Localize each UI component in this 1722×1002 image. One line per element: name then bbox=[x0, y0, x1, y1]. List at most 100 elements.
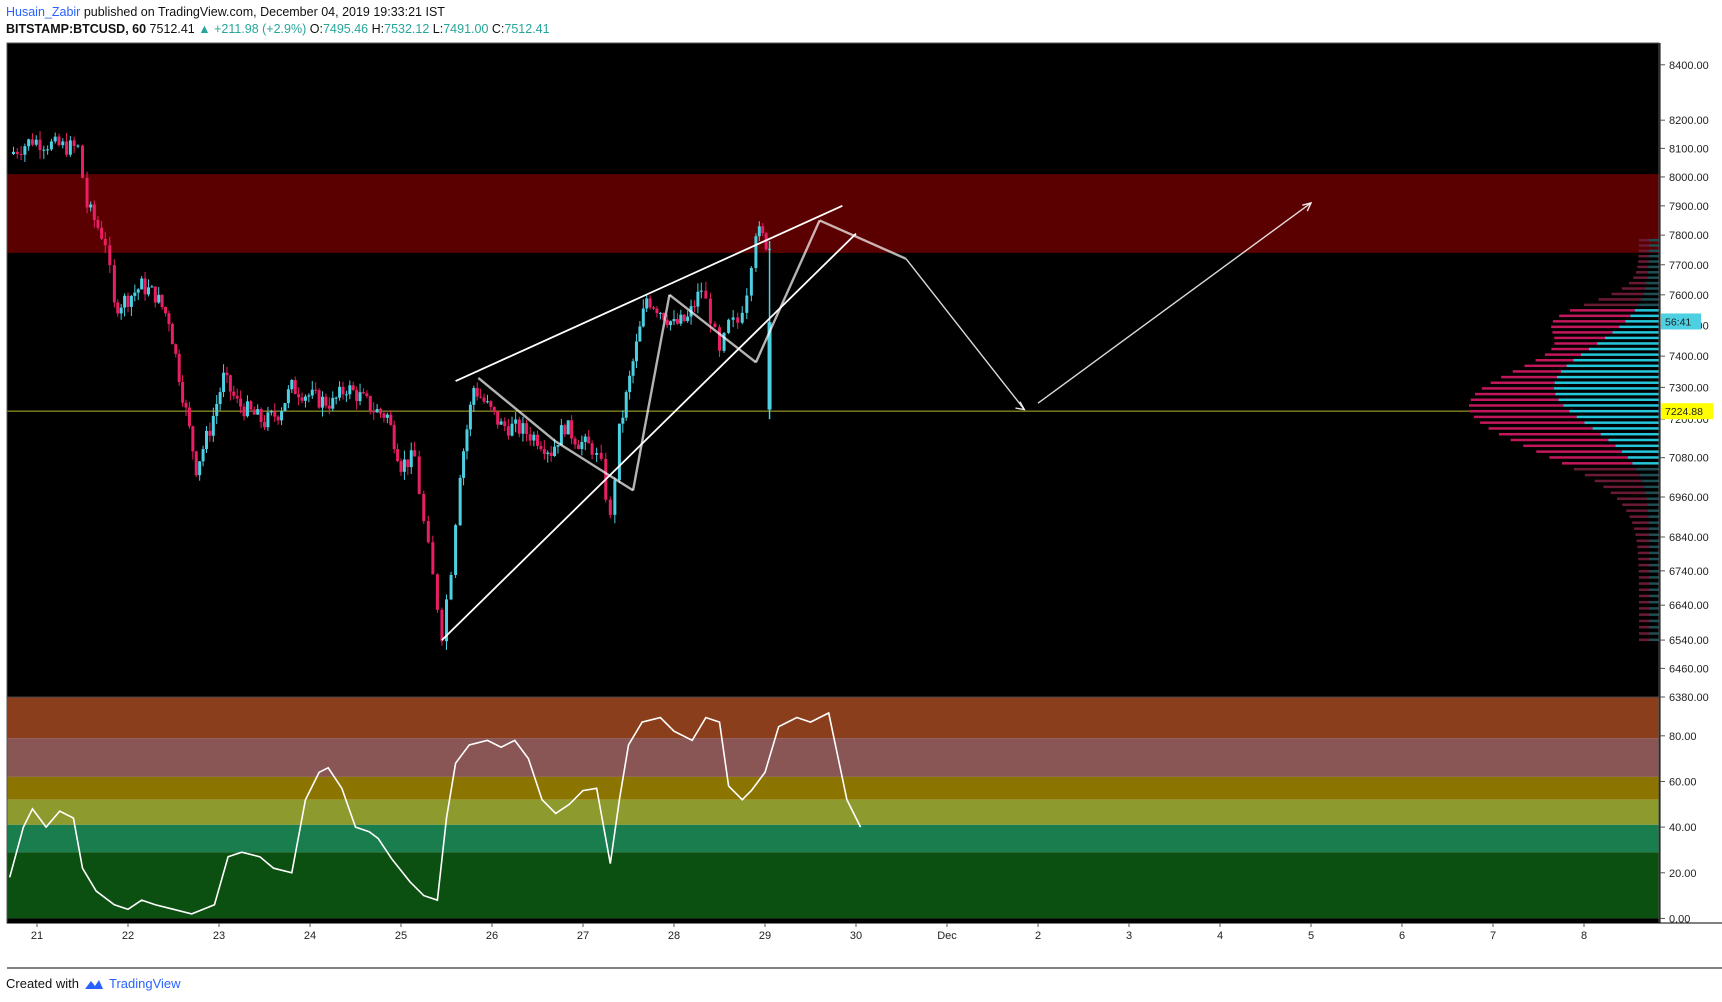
candle-body bbox=[573, 438, 577, 445]
candle-body bbox=[280, 410, 284, 421]
candle-body bbox=[259, 409, 263, 422]
candle-body bbox=[566, 420, 570, 435]
candle-body bbox=[669, 321, 673, 326]
candle-body bbox=[482, 397, 486, 402]
candle-body bbox=[146, 287, 150, 295]
candle-body bbox=[72, 140, 76, 147]
author-link[interactable]: Husain_Zabir bbox=[6, 5, 81, 19]
volume-bar bbox=[1588, 347, 1659, 351]
candle-body bbox=[116, 302, 120, 314]
price-tick-label: 7900.00 bbox=[1669, 201, 1709, 213]
candle-body bbox=[327, 405, 331, 409]
candle-body bbox=[382, 413, 386, 418]
volume-bar bbox=[1648, 545, 1659, 549]
candle-body bbox=[194, 451, 198, 476]
volume-bar bbox=[1634, 309, 1659, 312]
time-tick-label: 7 bbox=[1490, 930, 1496, 942]
candle-body bbox=[136, 289, 140, 293]
candle-body bbox=[553, 446, 557, 457]
volume-bar bbox=[1603, 485, 1645, 489]
candle-body bbox=[542, 449, 546, 454]
volume-bar bbox=[1610, 491, 1646, 495]
candle-body bbox=[361, 392, 365, 394]
volume-bar bbox=[1469, 404, 1564, 407]
volume-bar bbox=[1648, 244, 1659, 247]
close-label: C: bbox=[491, 22, 505, 36]
oscillator-band bbox=[7, 776, 1659, 800]
candle-body bbox=[53, 136, 57, 142]
candle-body bbox=[341, 386, 345, 395]
volume-bar bbox=[1501, 375, 1557, 379]
candle-body bbox=[536, 434, 539, 446]
oscillator-band bbox=[7, 852, 1659, 919]
volume-bar bbox=[1597, 342, 1659, 345]
candle-body bbox=[184, 402, 188, 408]
volume-bar bbox=[1632, 521, 1649, 524]
candle-body bbox=[358, 392, 362, 402]
candle-body bbox=[81, 145, 84, 178]
candle-body bbox=[153, 286, 157, 303]
chart-header: Husain_Zabir published on TradingView.co… bbox=[6, 4, 550, 38]
volume-bar bbox=[1648, 249, 1659, 253]
publish-line: Husain_Zabir published on TradingView.co… bbox=[6, 4, 550, 21]
candle-body bbox=[344, 394, 348, 396]
candle-body bbox=[521, 423, 525, 434]
volume-bar bbox=[1598, 298, 1642, 301]
candle-body bbox=[413, 450, 417, 457]
volume-bar bbox=[1570, 309, 1635, 312]
volume-bar bbox=[1594, 479, 1643, 483]
volume-bar bbox=[1648, 607, 1659, 610]
candle-body bbox=[129, 295, 133, 307]
candle-body bbox=[266, 412, 270, 428]
volume-bar bbox=[1619, 325, 1659, 329]
candle-body bbox=[583, 436, 587, 442]
candle-body bbox=[704, 290, 708, 299]
osc-tick-label: 40.00 bbox=[1669, 822, 1697, 834]
volume-bar bbox=[1638, 625, 1649, 629]
candle-body bbox=[42, 149, 46, 151]
candle-body bbox=[722, 332, 726, 351]
tradingview-brand-link[interactable]: TradingView bbox=[108, 976, 181, 991]
candle-body bbox=[648, 298, 652, 308]
candle-body bbox=[563, 425, 567, 435]
volume-bar bbox=[1562, 462, 1633, 465]
candle-body bbox=[422, 493, 426, 522]
candle-body bbox=[49, 141, 53, 150]
candle-body bbox=[92, 204, 96, 220]
candle-body bbox=[454, 525, 458, 575]
volume-bar bbox=[1627, 456, 1659, 459]
ohlc-line: BITSTAMP:BTCUSD, 60 7512.41 ▲ +211.98 (+… bbox=[6, 21, 550, 38]
time-tick-label: 6 bbox=[1399, 930, 1405, 942]
price-tick-label: 7700.00 bbox=[1669, 260, 1709, 272]
candle-body bbox=[321, 396, 325, 408]
candle-body bbox=[232, 391, 236, 396]
candle-body bbox=[208, 430, 212, 436]
candle-body bbox=[472, 388, 476, 405]
volume-bar bbox=[1649, 625, 1659, 629]
candle-body bbox=[528, 434, 532, 441]
price-tick-label: 6840.00 bbox=[1669, 532, 1709, 544]
volume-bar bbox=[1475, 392, 1556, 396]
candle-body bbox=[201, 449, 205, 462]
volume-bar bbox=[1637, 545, 1649, 549]
volume-bar bbox=[1622, 450, 1659, 453]
volume-bar bbox=[1648, 533, 1659, 536]
tradingview-logo-icon bbox=[84, 979, 103, 989]
candle-body bbox=[191, 426, 195, 452]
volume-bar bbox=[1576, 415, 1659, 419]
price-tick-label: 7600.00 bbox=[1669, 290, 1709, 302]
oscillator-band bbox=[7, 799, 1659, 825]
volume-bar bbox=[1573, 358, 1659, 362]
candle-body bbox=[745, 295, 749, 313]
candle-body bbox=[503, 421, 507, 427]
volume-bar bbox=[1551, 325, 1620, 329]
volume-bar bbox=[1638, 613, 1649, 616]
close-value: 7512.41 bbox=[504, 22, 550, 36]
volume-bar bbox=[1649, 613, 1659, 616]
time-tick-label: 29 bbox=[759, 930, 771, 942]
volume-bar bbox=[1470, 409, 1570, 413]
candle-body bbox=[624, 392, 628, 418]
wave-line bbox=[819, 219, 907, 260]
volume-bar bbox=[1608, 438, 1659, 442]
